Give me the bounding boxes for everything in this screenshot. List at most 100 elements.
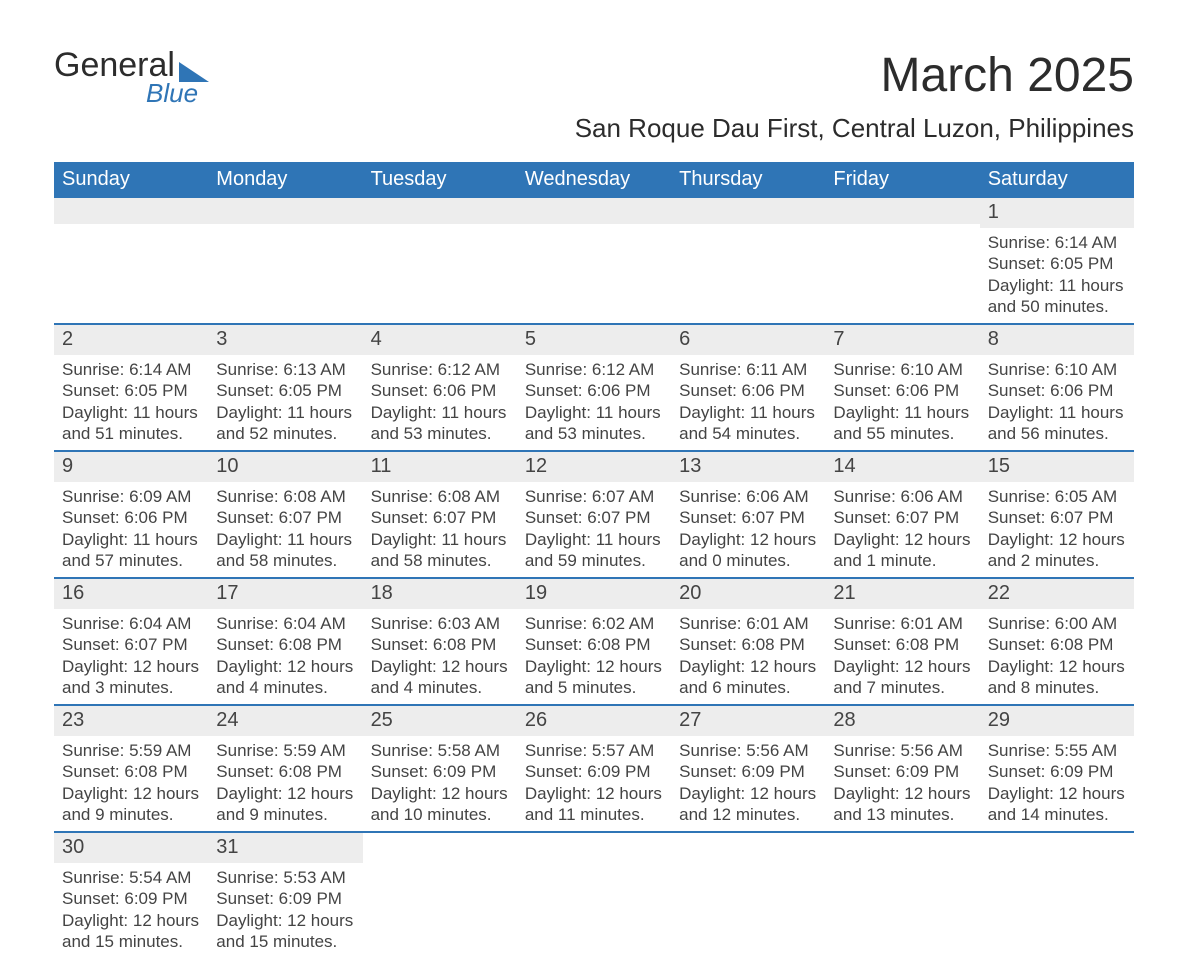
calendar-day: 22Sunrise: 6:00 AMSunset: 6:08 PMDayligh…	[980, 579, 1134, 704]
calendar-day: 9Sunrise: 6:09 AMSunset: 6:06 PMDaylight…	[54, 452, 208, 577]
day-number: 17	[208, 579, 362, 609]
day-number	[517, 198, 671, 224]
sunset-text: Sunset: 6:09 PM	[988, 761, 1126, 782]
day-number: 13	[671, 452, 825, 482]
daylight-line2: and 57 minutes.	[62, 550, 200, 571]
sunrise-text: Sunrise: 5:53 AM	[216, 867, 354, 888]
day-of-week-header: Sunday Monday Tuesday Wednesday Thursday…	[54, 162, 1134, 198]
calendar-day: 28Sunrise: 5:56 AMSunset: 6:09 PMDayligh…	[825, 706, 979, 831]
dow-tuesday: Tuesday	[363, 162, 517, 198]
title-block: March 2025 San Roque Dau First, Central …	[575, 48, 1134, 144]
sunrise-text: Sunrise: 5:59 AM	[216, 740, 354, 761]
day-number: 12	[517, 452, 671, 482]
sunset-text: Sunset: 6:06 PM	[525, 380, 663, 401]
sunrise-text: Sunrise: 6:01 AM	[679, 613, 817, 634]
daylight-line1: Daylight: 12 hours	[62, 656, 200, 677]
dow-wednesday: Wednesday	[517, 162, 671, 198]
daylight-line1: Daylight: 12 hours	[371, 656, 509, 677]
calendar-day: 5Sunrise: 6:12 AMSunset: 6:06 PMDaylight…	[517, 325, 671, 450]
sunset-text: Sunset: 6:07 PM	[679, 507, 817, 528]
sunrise-text: Sunrise: 5:54 AM	[62, 867, 200, 888]
daylight-line2: and 4 minutes.	[371, 677, 509, 698]
calendar-empty-cell	[825, 198, 979, 323]
sunrise-text: Sunrise: 5:58 AM	[371, 740, 509, 761]
daylight-line2: and 13 minutes.	[833, 804, 971, 825]
day-number: 23	[54, 706, 208, 736]
sunset-text: Sunset: 6:09 PM	[62, 888, 200, 909]
daylight-line1: Daylight: 12 hours	[833, 783, 971, 804]
daylight-line2: and 0 minutes.	[679, 550, 817, 571]
calendar-day: 23 Sunrise: 5:59 AMSunset: 6:08 PMDayligh…	[54, 706, 208, 831]
sunrise-text: Sunrise: 5:57 AM	[525, 740, 663, 761]
sunrise-text: Sunrise: 6:07 AM	[525, 486, 663, 507]
day-number	[363, 198, 517, 224]
day-number: 7	[825, 325, 979, 355]
sunset-text: Sunset: 6:06 PM	[62, 507, 200, 528]
daylight-line2: and 53 minutes.	[525, 423, 663, 444]
daylight-line2: and 9 minutes.	[216, 804, 354, 825]
daylight-line1: Daylight: 12 hours	[216, 656, 354, 677]
daylight-line2: and 1 minute.	[833, 550, 971, 571]
daylight-line2: and 5 minutes.	[525, 677, 663, 698]
calendar-week: 30Sunrise: 5:54 AMSunset: 6:09 PMDayligh…	[54, 833, 1134, 958]
month-title: March 2025	[575, 48, 1134, 103]
sunset-text: Sunset: 6:07 PM	[525, 507, 663, 528]
daylight-line1: Daylight: 12 hours	[62, 783, 200, 804]
sunset-text: Sunset: 6:08 PM	[62, 761, 200, 782]
sunset-text: Sunset: 6:06 PM	[988, 380, 1126, 401]
day-number	[54, 198, 208, 224]
daylight-line2: and 2 minutes.	[988, 550, 1126, 571]
sunset-text: Sunset: 6:07 PM	[371, 507, 509, 528]
calendar-day: 10Sunrise: 6:08 AMSunset: 6:07 PMDayligh…	[208, 452, 362, 577]
daylight-line1: Daylight: 11 hours	[216, 402, 354, 423]
sunset-text: Sunset: 6:09 PM	[371, 761, 509, 782]
calendar-day: 13Sunrise: 6:06 AMSunset: 6:07 PMDayligh…	[671, 452, 825, 577]
daylight-line2: and 6 minutes.	[679, 677, 817, 698]
calendar-day: 1Sunrise: 6:14 AMSunset: 6:05 PMDaylight…	[980, 198, 1134, 323]
dow-sunday: Sunday	[54, 162, 208, 198]
daylight-line2: and 14 minutes.	[988, 804, 1126, 825]
day-number: 27	[671, 706, 825, 736]
daylight-line2: and 15 minutes.	[62, 931, 200, 952]
location-subtitle: San Roque Dau First, Central Luzon, Phil…	[575, 113, 1134, 144]
sunset-text: Sunset: 6:08 PM	[988, 634, 1126, 655]
daylight-line2: and 11 minutes.	[525, 804, 663, 825]
sunrise-text: Sunrise: 6:10 AM	[988, 359, 1126, 380]
sunset-text: Sunset: 6:07 PM	[216, 507, 354, 528]
calendar-empty-cell	[517, 833, 671, 958]
day-number: 3	[208, 325, 362, 355]
calendar-empty-cell	[825, 833, 979, 958]
calendar-week: 16Sunrise: 6:04 AMSunset: 6:07 PMDayligh…	[54, 579, 1134, 706]
sunset-text: Sunset: 6:08 PM	[679, 634, 817, 655]
sunset-text: Sunset: 6:05 PM	[216, 380, 354, 401]
daylight-line1: Daylight: 11 hours	[988, 402, 1126, 423]
daylight-line2: and 8 minutes.	[988, 677, 1126, 698]
daylight-line1: Daylight: 12 hours	[216, 910, 354, 931]
calendar-day: 16Sunrise: 6:04 AMSunset: 6:07 PMDayligh…	[54, 579, 208, 704]
day-number: 15	[980, 452, 1134, 482]
daylight-line1: Daylight: 11 hours	[371, 402, 509, 423]
day-number: 4	[363, 325, 517, 355]
daylight-line1: Daylight: 12 hours	[216, 783, 354, 804]
calendar-empty-cell	[980, 833, 1134, 958]
daylight-line1: Daylight: 12 hours	[833, 529, 971, 550]
calendar-day: 26Sunrise: 5:57 AMSunset: 6:09 PMDayligh…	[517, 706, 671, 831]
header-row: General Blue March 2025 San Roque Dau Fi…	[54, 48, 1134, 144]
logo-text-1: General	[54, 48, 175, 82]
calendar-day: 17Sunrise: 6:04 AMSunset: 6:08 PMDayligh…	[208, 579, 362, 704]
sunset-text: Sunset: 6:05 PM	[62, 380, 200, 401]
calendar-empty-cell	[54, 198, 208, 323]
daylight-line2: and 4 minutes.	[216, 677, 354, 698]
calendar-day: 7Sunrise: 6:10 AMSunset: 6:06 PMDaylight…	[825, 325, 979, 450]
calendar-day: 2Sunrise: 6:14 AMSunset: 6:05 PMDaylight…	[54, 325, 208, 450]
daylight-line1: Daylight: 12 hours	[525, 783, 663, 804]
daylight-line1: Daylight: 12 hours	[988, 656, 1126, 677]
day-number: 1	[980, 198, 1134, 228]
sunrise-text: Sunrise: 6:04 AM	[216, 613, 354, 634]
daylight-line1: Daylight: 12 hours	[988, 783, 1126, 804]
daylight-line2: and 9 minutes.	[62, 804, 200, 825]
sunrise-text: Sunrise: 5:59 AM	[62, 740, 200, 761]
daylight-line1: Daylight: 12 hours	[679, 529, 817, 550]
sunrise-text: Sunrise: 6:12 AM	[525, 359, 663, 380]
day-number	[980, 833, 1134, 859]
